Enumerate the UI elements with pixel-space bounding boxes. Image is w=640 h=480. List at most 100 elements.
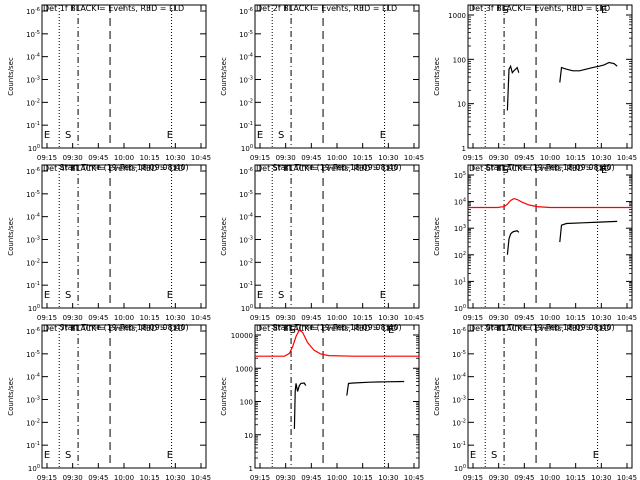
end-marker-label: E bbox=[601, 5, 607, 16]
events-series-line bbox=[293, 382, 307, 429]
x-tick-label: 10:00 bbox=[114, 154, 134, 162]
plot-title: Det 5f BLACK = Events, RED = LLD bbox=[256, 164, 397, 173]
x-tick-label: 10:15 bbox=[566, 154, 586, 162]
plot-title: Det 8f BLACK = Events, RED = LLD bbox=[256, 324, 397, 333]
y-axis-label: Counts/sec bbox=[433, 217, 441, 256]
x-tick-label: 10:15 bbox=[140, 314, 160, 322]
y-axis-label: Counts/sec bbox=[7, 57, 15, 96]
y-tick-label: 10-5 bbox=[239, 190, 253, 199]
y-tick-label: 10-5 bbox=[26, 30, 40, 39]
y-axis-label: Counts/sec bbox=[7, 377, 15, 416]
x-tick-label: 10:15 bbox=[140, 154, 160, 162]
x-tick-label: 10:45 bbox=[617, 154, 637, 162]
y-tick-label: 10-4 bbox=[452, 373, 466, 382]
detector-plot-9: Det 9f BLACK = Events, RED = LLD Counts/s… bbox=[433, 324, 637, 480]
x-tick-label: 10:00 bbox=[114, 314, 134, 322]
x-tick-label: 10:00 bbox=[327, 154, 347, 162]
y-tick-label: 10-4 bbox=[239, 213, 253, 222]
y-tick-label: 10-5 bbox=[26, 350, 40, 359]
y-tick-label: 10-1 bbox=[239, 281, 253, 290]
y-tick-label: 10-6 bbox=[239, 167, 253, 176]
x-tick-label: 10:30 bbox=[165, 314, 185, 322]
x-tick-label: 09:45 bbox=[301, 154, 321, 162]
y-tick-label: 101 bbox=[454, 277, 466, 286]
x-tick-label: 09:45 bbox=[301, 314, 321, 322]
y-tick-label: 10-6 bbox=[26, 7, 40, 16]
plot-frame bbox=[254, 324, 420, 469]
plot-title: Det 7f BLACK = Events, RED = LLD bbox=[43, 324, 184, 333]
x-tick-label: 09:30 bbox=[63, 154, 83, 162]
y-axis-label: Counts/sec bbox=[433, 57, 441, 96]
left-edge-marker: E bbox=[257, 290, 263, 301]
x-tick-label: 10:00 bbox=[540, 474, 560, 480]
y-tick-label: 10000 bbox=[231, 332, 253, 340]
x-tick-label: 09:15 bbox=[463, 474, 483, 480]
y-tick-label: 100 bbox=[28, 144, 40, 153]
x-tick-label: 10:45 bbox=[404, 474, 424, 480]
y-axis-label: Counts/sec bbox=[433, 377, 441, 416]
y-tick-label: 100 bbox=[240, 399, 253, 407]
plot-frame bbox=[254, 164, 420, 309]
x-tick-label: 10:30 bbox=[165, 154, 185, 162]
x-tick-label: 09:15 bbox=[250, 314, 270, 322]
detector-plot-7: Det 7f BLACK = Events, RED = LLD Counts/s… bbox=[7, 324, 211, 480]
y-tick-label: 100 bbox=[454, 304, 466, 313]
x-tick-label: 10:15 bbox=[353, 314, 373, 322]
y-tick-label: 10-3 bbox=[26, 76, 40, 85]
y-tick-label: 10-2 bbox=[26, 98, 40, 107]
plot-title: Det 1f BLACK = Events, RED = LLD bbox=[43, 4, 184, 13]
x-tick-label: 09:15 bbox=[37, 474, 57, 480]
x-tick-label: 10:30 bbox=[378, 154, 398, 162]
x-tick-label: 09:30 bbox=[489, 474, 509, 480]
x-tick-label: 10:15 bbox=[140, 474, 160, 480]
end-marker-label: E bbox=[167, 290, 173, 301]
y-tick-label: 100 bbox=[454, 464, 466, 473]
x-tick-label: 09:45 bbox=[514, 154, 534, 162]
x-tick-label: 10:45 bbox=[191, 474, 211, 480]
x-tick-label: 09:45 bbox=[88, 154, 108, 162]
x-tick-label: 09:30 bbox=[489, 314, 509, 322]
x-tick-label: 10:30 bbox=[378, 474, 398, 480]
plot-title: Det 2f BLACK = Events, RED = LLD bbox=[256, 4, 397, 13]
x-tick-label: 10:30 bbox=[378, 314, 398, 322]
y-tick-label: 10-5 bbox=[26, 190, 40, 199]
start-marker-label: S bbox=[503, 5, 509, 16]
y-tick-label: 10-3 bbox=[239, 76, 253, 85]
y-tick-label: 105 bbox=[454, 171, 466, 180]
plot-frame bbox=[467, 324, 633, 469]
y-tick-label: 1000 bbox=[448, 12, 466, 20]
x-tick-label: 10:30 bbox=[591, 314, 611, 322]
y-tick-label: 1000 bbox=[235, 365, 253, 373]
x-tick-label: 09:15 bbox=[37, 314, 57, 322]
detector-plot-1: Det 1f BLACK = Events, RED = LLD Counts/s… bbox=[7, 4, 211, 172]
y-tick-label: 10-3 bbox=[26, 396, 40, 405]
y-tick-label: 10-3 bbox=[239, 236, 253, 245]
x-tick-label: 09:45 bbox=[514, 474, 534, 480]
y-tick-label: 1 bbox=[249, 465, 253, 473]
y-axis-label: Counts/sec bbox=[220, 217, 228, 256]
events-series-line bbox=[506, 64, 520, 111]
start-marker-label: S bbox=[278, 130, 284, 141]
x-tick-label: 10:00 bbox=[327, 474, 347, 480]
y-tick-label: 104 bbox=[454, 198, 466, 207]
end-marker-label: E bbox=[388, 325, 394, 336]
x-tick-label: 10:45 bbox=[617, 314, 637, 322]
x-tick-label: 09:30 bbox=[276, 154, 296, 162]
x-tick-label: 10:45 bbox=[191, 154, 211, 162]
x-tick-label: 10:45 bbox=[404, 314, 424, 322]
detector-plot-3: Det 3f BLACK = Events, RED = LLD Counts/s… bbox=[433, 4, 637, 172]
y-tick-label: 10-5 bbox=[239, 30, 253, 39]
x-tick-label: 10:45 bbox=[404, 154, 424, 162]
y-tick-label: 10-6 bbox=[26, 327, 40, 336]
start-marker-label: S bbox=[278, 290, 284, 301]
y-tick-label: 10-6 bbox=[239, 7, 253, 16]
y-tick-label: 10-2 bbox=[452, 418, 466, 427]
x-tick-label: 10:00 bbox=[327, 314, 347, 322]
y-tick-label: 10-4 bbox=[239, 53, 253, 62]
y-tick-label: 10-1 bbox=[26, 121, 40, 130]
y-axis-label: Counts/sec bbox=[220, 377, 228, 416]
x-tick-label: 10:45 bbox=[191, 314, 211, 322]
y-tick-label: 10-4 bbox=[26, 213, 40, 222]
x-tick-label: 09:45 bbox=[301, 474, 321, 480]
